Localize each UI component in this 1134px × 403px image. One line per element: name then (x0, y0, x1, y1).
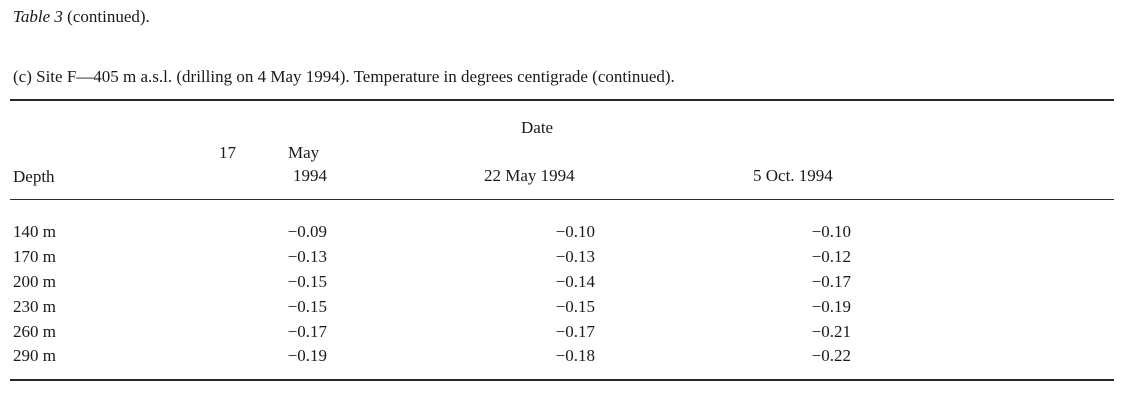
depth-cell: 140 m (13, 222, 56, 241)
depth-cell: 170 m (13, 247, 56, 266)
depth-cell: 260 m (13, 322, 56, 341)
value-cell-5-oct: −0.21 (811, 322, 851, 341)
value-cell-17-may: −0.15 (287, 272, 327, 291)
value-cell-5-oct: −0.10 (811, 222, 851, 241)
header-rule (10, 199, 1114, 200)
col1-year-header: 1994 (293, 166, 327, 185)
depth-header: Depth (13, 167, 55, 186)
value-cell-5-oct: −0.19 (811, 297, 851, 316)
depth-cell: 230 m (13, 297, 56, 316)
value-cell-5-oct: −0.22 (811, 346, 851, 365)
col3-header: 5 Oct. 1994 (753, 166, 833, 185)
depth-cell: 200 m (13, 272, 56, 291)
value-cell-22-may: −0.17 (555, 322, 595, 341)
value-cell-22-may: −0.15 (555, 297, 595, 316)
table-label: Table 3 (13, 7, 63, 26)
value-cell-17-may: −0.09 (287, 222, 327, 241)
value-cell-22-may: −0.10 (555, 222, 595, 241)
table-caption: (c) Site F—405 m a.s.l. (drilling on 4 M… (13, 67, 675, 86)
value-cell-22-may: −0.14 (555, 272, 595, 291)
bottom-rule (10, 379, 1114, 381)
col1-month-header: May (288, 143, 320, 162)
value-cell-17-may: −0.19 (287, 346, 327, 365)
value-cell-5-oct: −0.12 (811, 247, 851, 266)
value-cell-22-may: −0.18 (555, 346, 595, 365)
value-cell-17-may: −0.13 (287, 247, 327, 266)
value-cell-5-oct: −0.17 (811, 272, 851, 291)
top-rule (10, 99, 1114, 101)
value-cell-22-may: −0.13 (555, 247, 595, 266)
table-suffix: (continued). (67, 7, 150, 26)
table-title: Table 3 (continued). (13, 8, 150, 25)
date-group-header: Date (521, 118, 554, 137)
value-cell-17-may: −0.17 (287, 322, 327, 341)
value-cell-17-may: −0.15 (287, 297, 327, 316)
col2-header: 22 May 1994 (484, 166, 575, 185)
col1-day-header: 17 (219, 143, 236, 162)
depth-cell: 290 m (13, 346, 56, 365)
